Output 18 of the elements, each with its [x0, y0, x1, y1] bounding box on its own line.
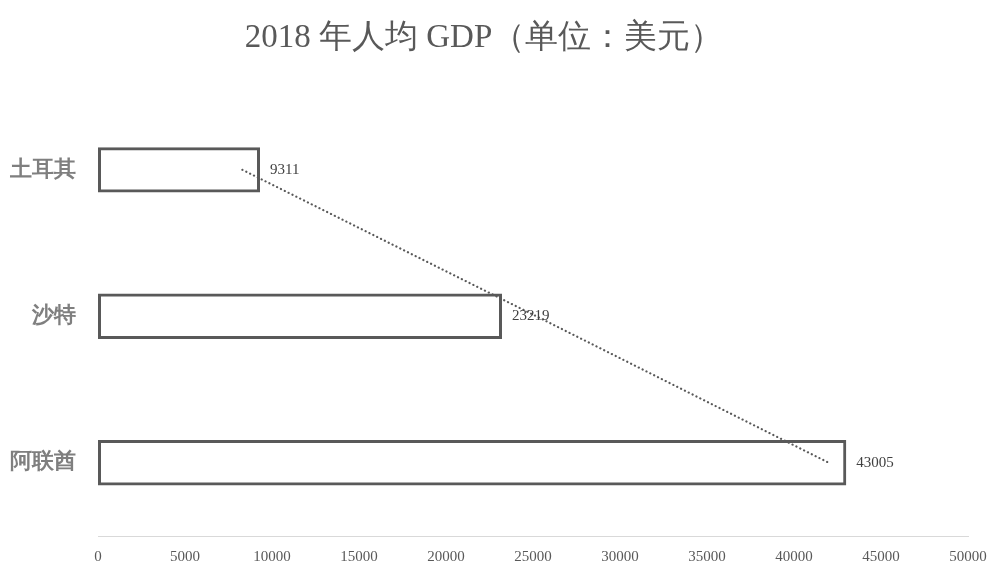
x-tick-label: 15000: [340, 547, 378, 564]
x-tick-label: 40000: [775, 547, 813, 564]
x-tick-label: 25000: [514, 547, 552, 564]
data-label: 23219: [512, 307, 550, 324]
x-tick-label: 35000: [688, 547, 726, 564]
chart-title: 2018 年人均 GDP（单位：美元）: [244, 18, 724, 55]
y-tick-label: 土耳其: [9, 155, 76, 181]
x-tick-label: 10000: [253, 547, 291, 564]
x-tick-label: 0: [94, 547, 102, 564]
x-tick-label: 45000: [862, 547, 900, 564]
y-tick-label: 阿联酋: [10, 448, 76, 474]
x-tick-label: 30000: [601, 547, 639, 564]
x-tick-label: 50000: [949, 547, 987, 564]
y-tick-label: 沙特: [31, 302, 76, 328]
data-label: 43005: [856, 453, 894, 470]
x-tick-label: 20000: [427, 547, 465, 564]
data-label: 9311: [270, 160, 300, 177]
x-tick-label: 5000: [170, 547, 200, 564]
